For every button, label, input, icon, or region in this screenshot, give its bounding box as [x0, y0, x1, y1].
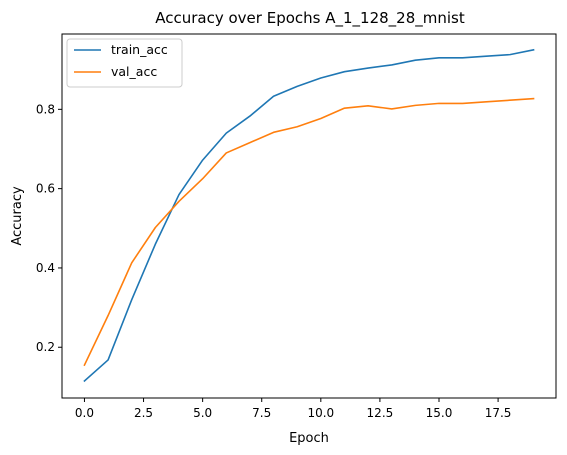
y-tick-label: 0.6	[36, 182, 55, 196]
y-tick-label: 0.8	[36, 102, 55, 116]
legend-label-val-acc: val_acc	[111, 64, 157, 79]
x-tick-label: 12.5	[367, 406, 394, 420]
x-tick-label: 15.0	[426, 406, 453, 420]
legend: train_acc val_acc	[66, 38, 183, 88]
series-line-val-acc	[83, 97, 535, 367]
y-tick-label: 0.4	[36, 261, 55, 275]
chart-title: Accuracy over Epochs A_1_128_28_mnist	[155, 9, 465, 28]
x-axis-ticks: 0.0 2.5 5.0 7.5 10.0 12.5 15.0 17.5	[75, 398, 512, 420]
x-tick-label: 17.5	[485, 406, 512, 420]
legend-box	[66, 38, 183, 88]
plot-background	[62, 34, 556, 398]
series-line-train-acc	[83, 48, 535, 383]
plot-frame	[61, 33, 557, 399]
y-tick-label: 0.2	[36, 340, 55, 354]
series-lines	[83, 48, 535, 383]
x-tick-label: 0.0	[75, 406, 94, 420]
x-tick-label: 10.0	[307, 406, 334, 420]
x-tick-label: 7.5	[252, 406, 271, 420]
y-axis-label: Accuracy	[10, 186, 25, 246]
plot-area: 0.0 2.5 5.0 7.5 10.0 12.5 15.0 17.5 0.20.40.60.…	[36, 33, 557, 420]
x-tick-label: 2.5	[134, 406, 153, 420]
y-axis-ticks: 0.2 0.4 0.6 0.8	[36, 102, 62, 354]
legend-label-train-acc: train_acc	[111, 42, 168, 57]
x-tick-label: 5.0	[193, 406, 212, 420]
x-axis-label: Epoch	[289, 431, 329, 446]
